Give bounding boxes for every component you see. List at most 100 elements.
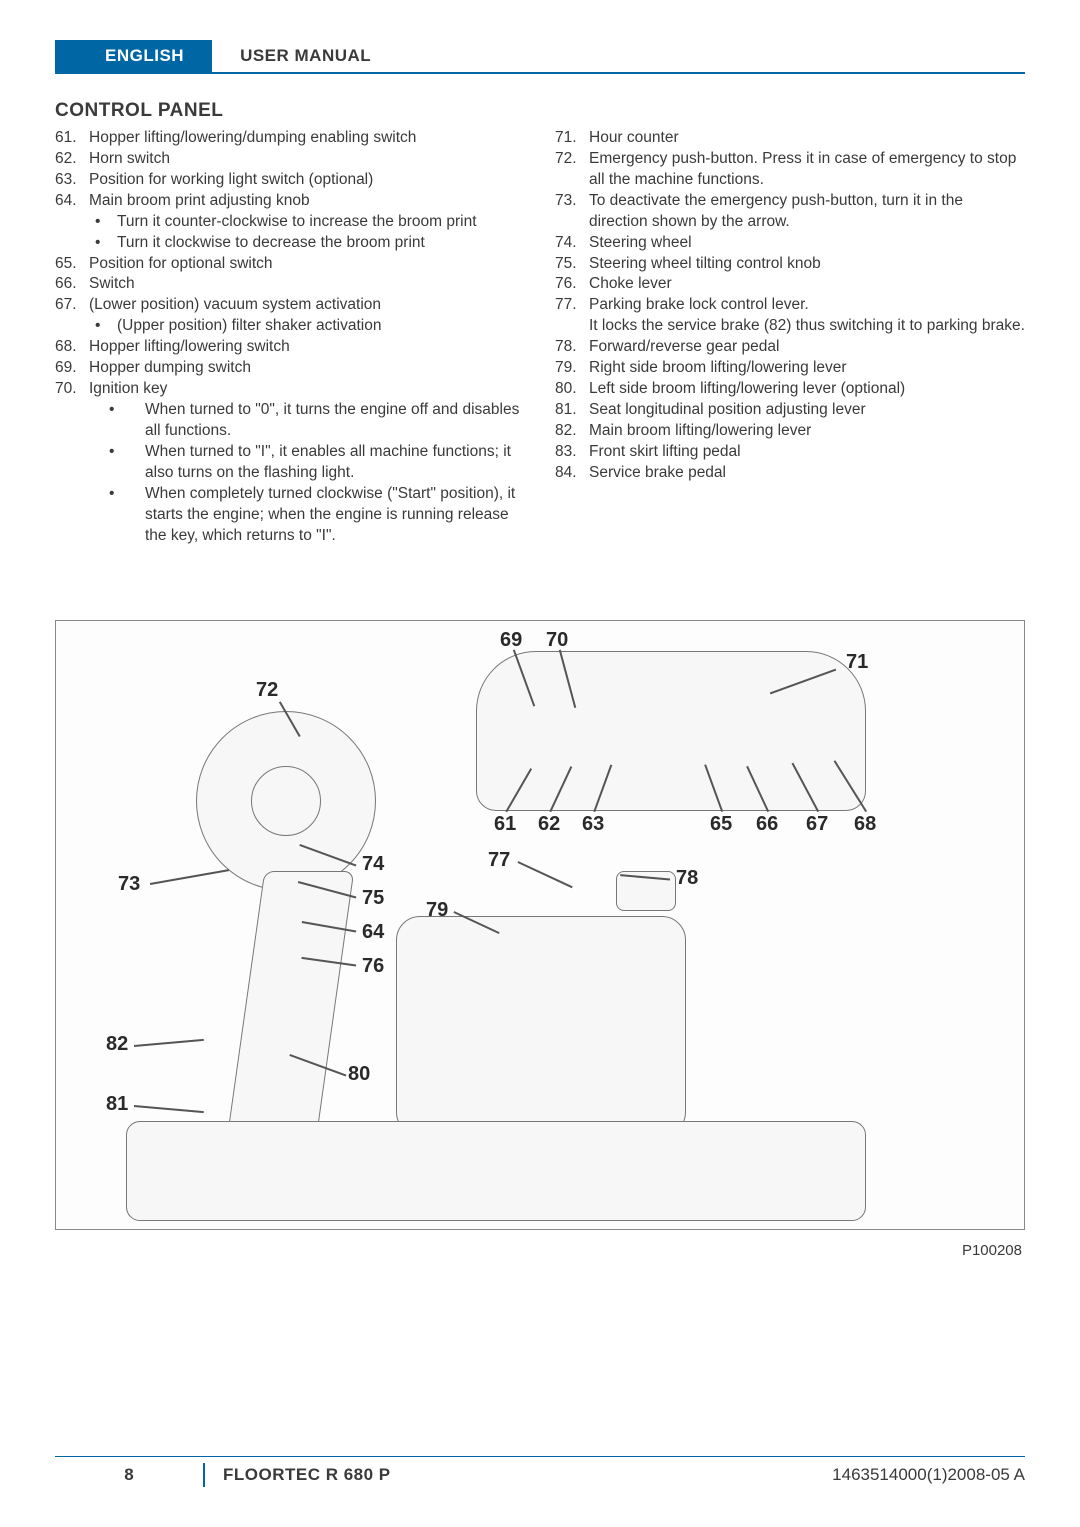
item-text: Service brake pedal (589, 463, 1025, 484)
item-text: Choke lever (589, 274, 1025, 295)
list-item: 65.Position for optional switch (55, 254, 525, 275)
diagram-callout-label: 61 (494, 813, 516, 836)
list-item: 70.Ignition key (55, 379, 525, 400)
item-number: 73. (555, 191, 589, 233)
leader-line (150, 869, 229, 884)
item-text: Emergency push-button. Press it in case … (589, 149, 1025, 191)
list-item: 83.Front skirt lifting pedal (555, 442, 1025, 463)
list-item-sub-wrap: (Upper position) filter shaker activatio… (55, 316, 525, 337)
diagram-callout-label: 73 (118, 873, 140, 896)
item-text: Left side broom lifting/lowering lever (… (589, 379, 1025, 400)
sub-list-item: When turned to "0", it turns the engine … (89, 400, 525, 442)
item-number: 67. (55, 295, 89, 316)
item-number: 79. (555, 358, 589, 379)
diagram-callout-label: 82 (106, 1033, 128, 1056)
item-number: 75. (555, 254, 589, 275)
item-number: 65. (55, 254, 89, 275)
diagram-callout-label: 79 (426, 899, 448, 922)
sub-list-item: Turn it counter-clockwise to increase th… (89, 212, 525, 233)
diagram-callout-label: 64 (362, 921, 384, 944)
sub-list-item: Turn it clockwise to decrease the broom … (89, 233, 525, 254)
item-text: Hopper lifting/lowering switch (89, 337, 525, 358)
right-list: 71.Hour counter72.Emergency push-button.… (555, 128, 1025, 484)
dashboard-shape (476, 651, 866, 811)
sub-list-item: When completely turned clockwise ("Start… (89, 484, 525, 547)
item-number: 64. (55, 191, 89, 212)
diagram-callout-label: 70 (546, 629, 568, 652)
item-number: 68. (55, 337, 89, 358)
item-number: 82. (555, 421, 589, 442)
section-title: CONTROL PANEL (55, 100, 1025, 122)
item-number: 81. (555, 400, 589, 421)
item-number: 78. (555, 337, 589, 358)
leader-line (134, 1105, 204, 1113)
right-column: 71.Hour counter72.Emergency push-button.… (555, 128, 1025, 546)
diagram-callout-label: 74 (362, 853, 384, 876)
item-number: 77. (555, 295, 589, 337)
list-item: 76.Choke lever (555, 274, 1025, 295)
item-text: Front skirt lifting pedal (589, 442, 1025, 463)
item-text: Position for working light switch (optio… (89, 170, 525, 191)
footer-model: FLOORTEC R 680 P (205, 1465, 832, 1485)
list-item-sub-wrap: When turned to "0", it turns the engine … (55, 400, 525, 546)
leader-line (518, 861, 573, 888)
diagram-callout-label: 76 (362, 955, 384, 978)
list-item: 63.Position for working light switch (op… (55, 170, 525, 191)
header-bar: ENGLISH USER MANUAL (55, 40, 1025, 74)
page-footer: 8 FLOORTEC R 680 P 1463514000(1)2008-05 … (55, 1456, 1025, 1487)
list-item: 66.Switch (55, 274, 525, 295)
item-text: Horn switch (89, 149, 525, 170)
item-number: 84. (555, 463, 589, 484)
item-text: Forward/reverse gear pedal (589, 337, 1025, 358)
diagram-callout-label: 71 (846, 651, 868, 674)
list-item: 64.Main broom print adjusting knob (55, 191, 525, 212)
base-shape (126, 1121, 866, 1221)
item-text: To deactivate the emergency push-button,… (589, 191, 1025, 233)
steering-hub-shape (251, 766, 321, 836)
list-item: 61.Hopper lifting/lowering/dumping enabl… (55, 128, 525, 149)
sub-list: Turn it counter-clockwise to increase th… (89, 212, 525, 254)
item-number: 76. (555, 274, 589, 295)
figure-id: P100208 (962, 1242, 1022, 1259)
list-item: 72.Emergency push-button. Press it in ca… (555, 149, 1025, 191)
list-item: 71.Hour counter (555, 128, 1025, 149)
diagram-callout-label: 78 (676, 867, 698, 890)
page-number: 8 (55, 1463, 205, 1487)
diagram-callout-label: 81 (106, 1093, 128, 1116)
diagram-callout-label: 75 (362, 887, 384, 910)
sub-list: When turned to "0", it turns the engine … (89, 400, 525, 546)
diagram-callout-label: 67 (806, 813, 828, 836)
control-panel-diagram: 6970717261626365666768777873747579647682… (55, 620, 1025, 1230)
diagram-callout-label: 63 (582, 813, 604, 836)
item-text: Parking brake lock control lever.It lock… (589, 295, 1025, 337)
item-number: 70. (55, 379, 89, 400)
list-item: 69.Hopper dumping switch (55, 358, 525, 379)
list-item: 75.Steering wheel tilting control knob (555, 254, 1025, 275)
diagram-callout-label: 62 (538, 813, 560, 836)
footer-doc-id: 1463514000(1)2008-05 A (832, 1465, 1025, 1485)
item-text: (Lower position) vacuum system activatio… (89, 295, 525, 316)
sub-list-item: When turned to "I", it enables all machi… (89, 442, 525, 484)
column-shape (228, 871, 355, 1131)
list-item-sub-wrap: Turn it counter-clockwise to increase th… (55, 212, 525, 254)
list-item: 77.Parking brake lock control lever.It l… (555, 295, 1025, 337)
item-text: Hopper dumping switch (89, 358, 525, 379)
list-item: 78.Forward/reverse gear pedal (555, 337, 1025, 358)
item-number: 63. (55, 170, 89, 191)
item-number: 72. (555, 149, 589, 191)
item-text: Position for optional switch (89, 254, 525, 275)
item-text: Switch (89, 274, 525, 295)
leader-line (134, 1039, 204, 1047)
list-item: 68.Hopper lifting/lowering switch (55, 337, 525, 358)
list-item: 74.Steering wheel (555, 233, 1025, 254)
item-text: Ignition key (89, 379, 525, 400)
item-number: 61. (55, 128, 89, 149)
item-number: 74. (555, 233, 589, 254)
diagram-callout-label: 65 (710, 813, 732, 836)
sub-list: (Upper position) filter shaker activatio… (89, 316, 525, 337)
list-item: 62.Horn switch (55, 149, 525, 170)
left-list: 61.Hopper lifting/lowering/dumping enabl… (55, 128, 525, 546)
diagram-callout-label: 66 (756, 813, 778, 836)
header-manual-label: USER MANUAL (212, 40, 371, 72)
diagram-callout-label: 72 (256, 679, 278, 702)
